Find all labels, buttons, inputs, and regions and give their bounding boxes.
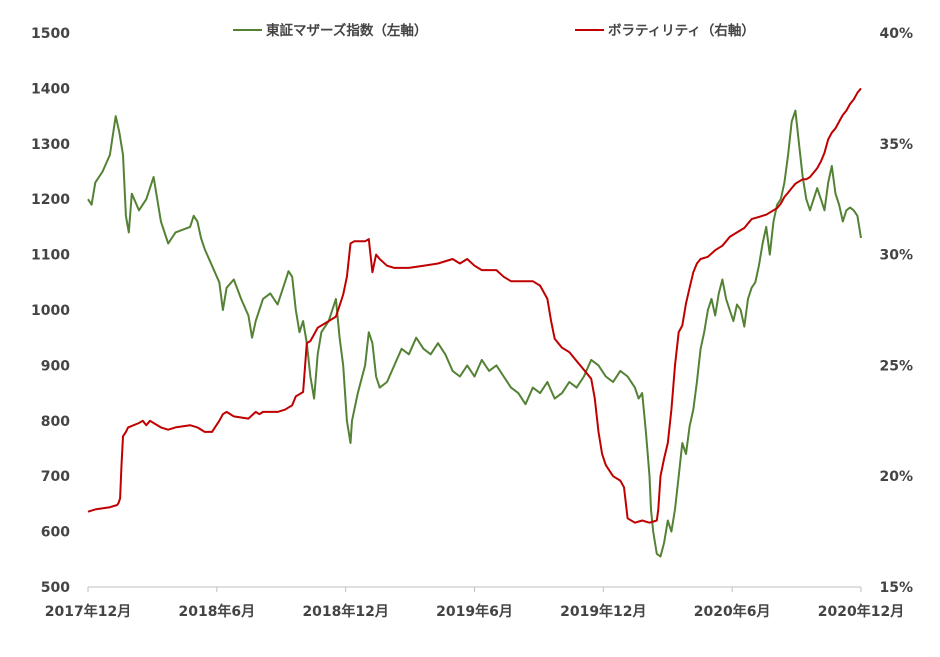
x-tick-label: 2018年12月 <box>302 603 388 620</box>
y-right-tick-label: 35% <box>879 137 913 153</box>
y-left-tick-label: 1300 <box>31 137 70 153</box>
y-right-tick-label: 20% <box>879 469 913 485</box>
x-tick-label: 2018年6月 <box>178 603 255 620</box>
y-left-tick-label: 800 <box>41 414 70 430</box>
y-left-tick-label: 1400 <box>31 81 70 97</box>
series-layer <box>87 87 862 558</box>
x-tick-label: 2020年6月 <box>694 603 771 620</box>
y-left-tick-label: 600 <box>41 525 70 541</box>
y-left-tick-label: 700 <box>41 469 70 485</box>
legend-label-mothers-index: 東証マザーズ指数（左軸） <box>266 22 427 39</box>
x-tick-label: 2017年12月 <box>45 603 131 620</box>
y-left-tick-label: 1200 <box>31 192 70 208</box>
y-right-tick-label: 15% <box>879 580 913 596</box>
series-line-mothers-index <box>87 109 862 558</box>
x-tick-label: 2019年12月 <box>560 603 646 620</box>
y-left-tick-label: 900 <box>41 358 70 374</box>
y-right-tick-label: 30% <box>879 248 913 264</box>
y-left-tick-label: 1000 <box>31 303 70 319</box>
axes: 2017年12月 2018年6月 2018年12月 2019年6月 2019年12月 20… <box>31 26 913 620</box>
x-tick-label: 2019年6月 <box>436 603 513 620</box>
legend-label-volatility: ボラティリティ（右軸） <box>608 22 755 39</box>
y-right-tick-label: 40% <box>879 26 913 42</box>
y-left-tick-label: 1100 <box>31 248 70 264</box>
y-left-tick-label: 500 <box>41 580 70 596</box>
series-line-volatility <box>87 87 862 524</box>
x-tick-label: 2020年12月 <box>818 603 904 620</box>
y-right-tick-label: 25% <box>879 358 913 374</box>
legend: 東証マザーズ指数（左軸） ボラティリティ（右軸） <box>233 22 755 39</box>
y-left-tick-label: 1500 <box>31 26 70 42</box>
